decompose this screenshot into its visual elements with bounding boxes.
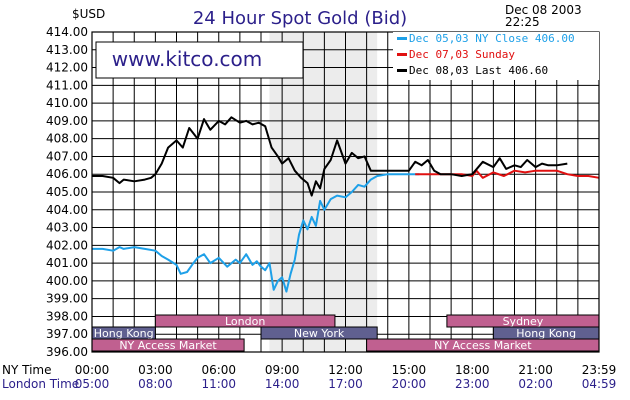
watermark-box (95, 41, 304, 79)
y-tick-label: 412.00 (46, 61, 88, 75)
y-tick-label: 414.00 (46, 25, 88, 39)
ny-tick-label: 03:00 (138, 363, 173, 377)
legend-entry: Dec 05,03 NY Close 406.00 (409, 32, 575, 45)
y-tick-label: 403.00 (46, 221, 88, 235)
timestamp-time: 22:25 (505, 15, 540, 29)
legend-swatch (397, 53, 407, 56)
ny-tick-label: 06:00 (201, 363, 236, 377)
legend: Dec 05,03 NY Close 406.00 Dec 07,03 Sunda… (397, 32, 575, 77)
legend-entry: Dec 07,03 Sunday (409, 48, 515, 61)
london-tick-label: 05:00 (75, 377, 110, 391)
y-tick-label: 396.00 (46, 345, 88, 359)
y-axis-label: $USD (72, 7, 105, 21)
ny-tick-label: 09:00 (265, 363, 300, 377)
london-time-label: London Time (2, 377, 79, 391)
y-tick-label: 402.00 (46, 238, 88, 252)
ny-tick-label: 00:00 (75, 363, 110, 377)
y-tick-label: 406.00 (46, 167, 88, 181)
series-line-2 (92, 116, 568, 197)
ny-tick-label: 23:59 (582, 363, 617, 377)
session-label: Hong Kong (516, 327, 576, 340)
chart-title: 24 Hour Spot Gold (Bid) (193, 8, 407, 29)
series-line-0 (92, 173, 420, 293)
session-label: NY Access Market (119, 339, 217, 352)
legend-swatch (397, 69, 407, 72)
y-tick-label: 400.00 (46, 274, 88, 288)
london-tick-label: 08:00 (138, 377, 173, 391)
y-tick-label: 410.00 (46, 96, 88, 110)
ny-tick-label: 18:00 (455, 363, 490, 377)
y-tick-label: 408.00 (46, 132, 88, 146)
legend-entry: Dec 08,03 Last 406.60 (409, 64, 548, 77)
london-tick-label: 02:00 (518, 377, 553, 391)
y-tick-label: 407.00 (46, 149, 88, 163)
london-tick-label: 04:59 (582, 377, 617, 391)
london-tick-label: 20:00 (392, 377, 427, 391)
series-layer (92, 116, 600, 293)
y-tick-label: 397.00 (46, 327, 88, 341)
session-label: Hong Kong (94, 327, 154, 340)
ny-tick-label: 12:00 (328, 363, 363, 377)
london-tick-label: 23:00 (455, 377, 490, 391)
london-tick-label: 17:00 (328, 377, 363, 391)
timestamp-date: Dec 08 2003 (505, 3, 582, 17)
legend-swatch (397, 37, 407, 40)
y-tick-label: 404.00 (46, 203, 88, 217)
session-bar (260, 326, 378, 340)
y-tick-label: 401.00 (46, 256, 88, 270)
session-bar (154, 314, 336, 328)
session-label: London (225, 315, 265, 328)
plot-frame (91, 31, 600, 353)
ny-time-label: NY Time (2, 363, 52, 377)
y-tick-label: 411.00 (46, 78, 88, 92)
y-tick-label: 413.00 (46, 43, 88, 57)
session-label: Sydney (503, 315, 544, 328)
london-tick-label: 14:00 (265, 377, 300, 391)
ny-tick-label: 15:00 (392, 363, 427, 377)
y-tick-label: 409.00 (46, 114, 88, 128)
y-tick-label: 398.00 (46, 309, 88, 323)
london-tick-label: 11:00 (201, 377, 236, 391)
legend-box (393, 32, 599, 80)
y-tick-label: 405.00 (46, 185, 88, 199)
y-tick-label: 399.00 (46, 292, 88, 306)
watermark-text[interactable]: www.kitco.com (112, 47, 263, 71)
session-label: New York (294, 327, 345, 340)
frame-layer: 396.00 397.00 398.00 399.00 400.00 401.00 402.… (46, 25, 616, 391)
ny-tick-label: 21:00 (518, 363, 553, 377)
session-label: NY Access Market (434, 339, 532, 352)
